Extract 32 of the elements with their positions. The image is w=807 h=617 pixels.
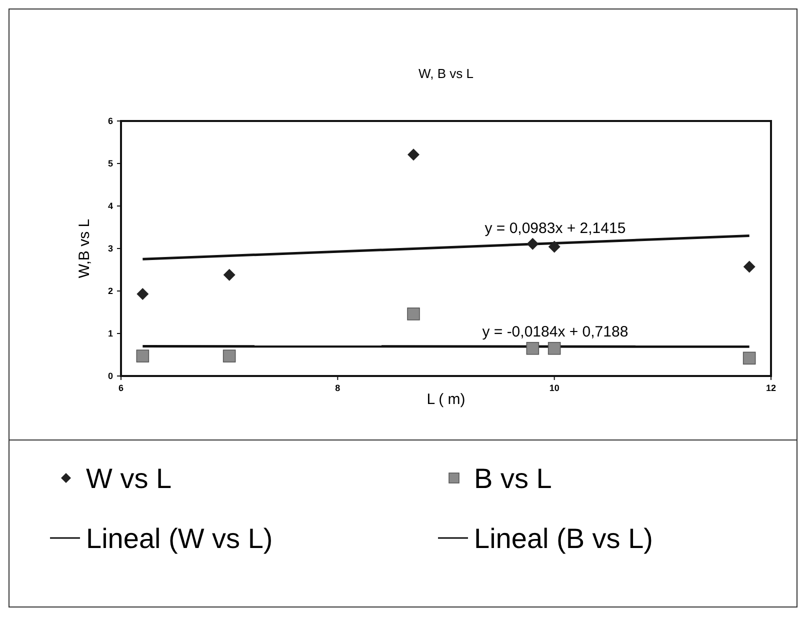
annotation: y = 0,0983x + 2,1415 bbox=[484, 220, 626, 238]
y-tick-label: 3 bbox=[108, 244, 113, 254]
x-tick-label: 10 bbox=[549, 383, 560, 393]
point bbox=[548, 342, 561, 355]
point bbox=[526, 342, 540, 355]
x-tick-label: 12 bbox=[766, 383, 776, 393]
point bbox=[526, 238, 539, 250]
legend-label: Lineal (B vs L) bbox=[474, 523, 653, 554]
point bbox=[408, 148, 420, 161]
x-tick-label: 6 bbox=[118, 383, 124, 393]
point bbox=[222, 350, 236, 362]
point bbox=[136, 288, 149, 300]
point bbox=[742, 352, 756, 365]
point bbox=[743, 260, 756, 273]
y-tick-label: 4 bbox=[108, 201, 113, 211]
y-tick-label: 5 bbox=[108, 158, 113, 168]
x-axis-title: L ( m) bbox=[426, 391, 466, 408]
y-axis-title: W,B vs L bbox=[76, 218, 93, 278]
point bbox=[136, 350, 150, 362]
y-tick-label: 6 bbox=[108, 116, 113, 126]
legend-label: W vs L bbox=[86, 463, 172, 494]
point bbox=[548, 240, 560, 253]
point bbox=[223, 268, 236, 281]
y-tick-label: 1 bbox=[108, 328, 113, 338]
annotation: y = -0,0184x + 0,7188 bbox=[482, 324, 628, 341]
chart-title: W, B vs L bbox=[418, 66, 474, 81]
x-tick-label: 8 bbox=[335, 383, 340, 393]
legend-label: B vs L bbox=[474, 463, 552, 494]
y-tick-label: 0 bbox=[108, 371, 113, 381]
legend-label: Lineal (W vs L) bbox=[86, 523, 273, 554]
point bbox=[407, 308, 420, 320]
y-tick-label: 2 bbox=[108, 286, 113, 296]
